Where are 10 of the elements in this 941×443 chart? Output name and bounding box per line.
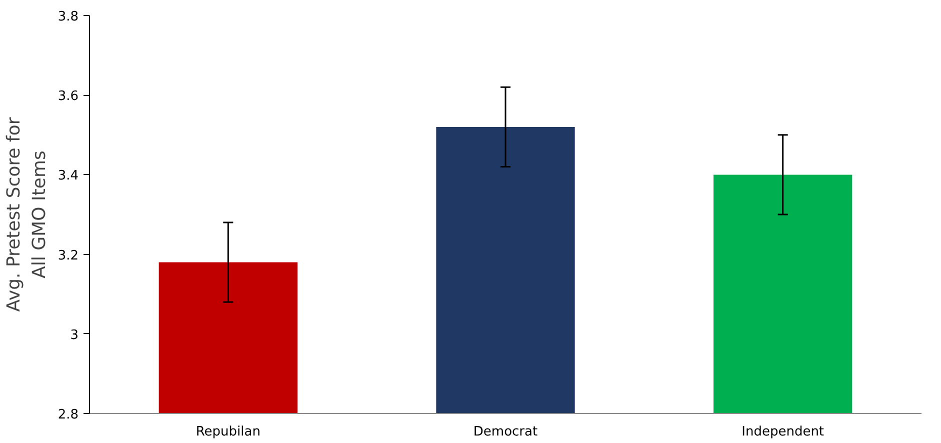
y-tick-label: 3: [70, 328, 79, 343]
x-tick-label: Repubilan: [196, 424, 260, 440]
x-tick-label: Independent: [742, 424, 824, 440]
y-tick-label: 3.8: [58, 10, 79, 24]
y-tick-label: 3.4: [58, 168, 79, 184]
y-tick-label: 3.2: [58, 248, 79, 264]
y-tick-label: 2.8: [58, 408, 79, 422]
y-tick-label: 3.6: [58, 89, 79, 104]
x-tick-label: Democrat: [473, 424, 538, 440]
y-axis-title: Avg. Pretest Score for All GMO Items: [4, 116, 50, 312]
